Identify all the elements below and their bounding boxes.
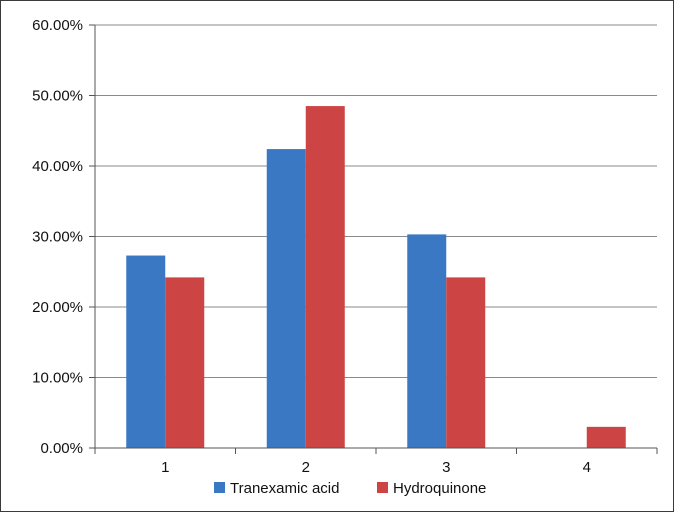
bar-hydroquinone-4 xyxy=(586,426,626,448)
x-tick-label: 2 xyxy=(302,459,310,476)
y-tick-label: 30.00% xyxy=(32,229,83,246)
x-axis-ticks: 1 2 3 4 xyxy=(94,448,658,476)
y-tick-label: 60.00% xyxy=(32,17,83,34)
legend-swatch xyxy=(214,482,225,493)
y-axis-ticks: 0.00% 10.00% 20.00% 30.00% 40.00% 50.00% 60.00… xyxy=(32,17,95,457)
y-tick-label: 20.00% xyxy=(32,299,83,316)
legend-label: Hydroquinone xyxy=(393,480,486,497)
legend-label: Tranexamic acid xyxy=(230,480,339,497)
legend-swatch xyxy=(377,482,388,493)
y-tick-label: 50.00% xyxy=(32,88,83,105)
x-tick-label: 4 xyxy=(583,459,591,476)
bar-tranexamic-acid-3 xyxy=(407,234,447,448)
bar-hydroquinone-1 xyxy=(165,277,205,448)
x-tick-label: 1 xyxy=(161,459,169,476)
bar-tranexamic-acid-2 xyxy=(266,149,306,448)
bars xyxy=(126,106,626,448)
x-tick-label: 3 xyxy=(442,459,450,476)
bar-hydroquinone-3 xyxy=(446,277,486,448)
y-tick-label: 40.00% xyxy=(32,158,83,175)
legend: Tranexamic acid Hydroquinone xyxy=(214,480,486,497)
y-tick-label: 0.00% xyxy=(40,440,83,457)
bar-hydroquinone-2 xyxy=(305,106,345,448)
y-tick-label: 10.00% xyxy=(32,370,83,387)
bar-tranexamic-acid-1 xyxy=(126,255,166,448)
